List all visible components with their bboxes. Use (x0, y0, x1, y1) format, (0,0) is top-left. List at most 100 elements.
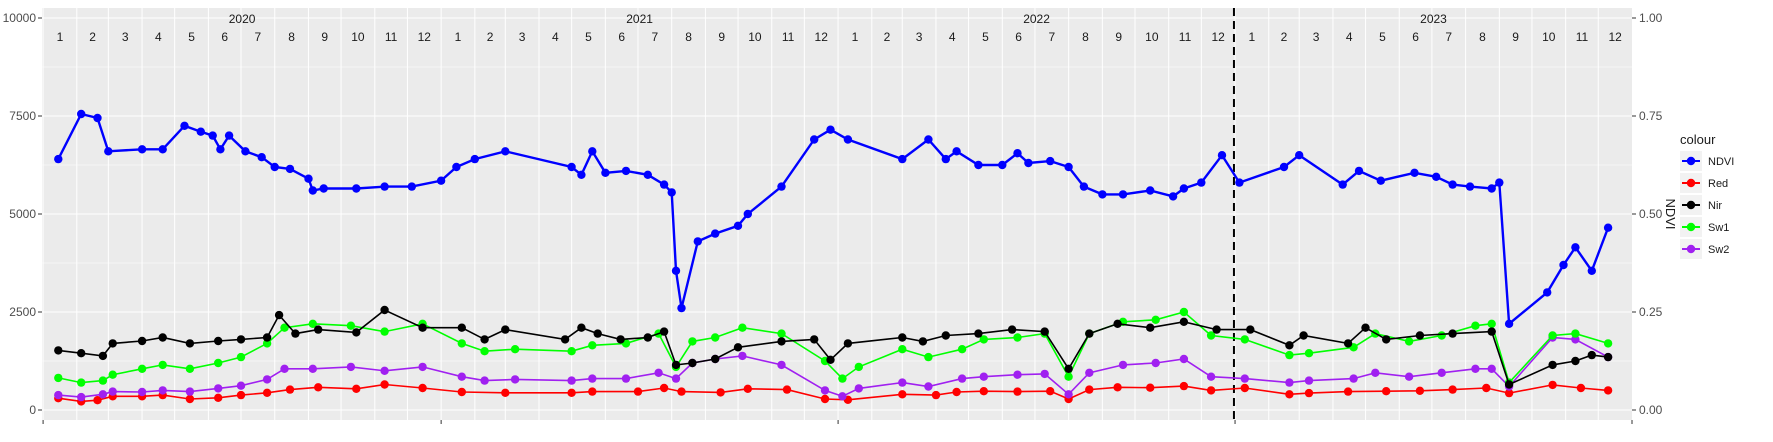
data-point-ndvi (208, 131, 217, 140)
legend-item-sw1: Sw1 (1680, 217, 1729, 237)
month-label: 6 (618, 30, 625, 44)
data-point-sw2 (457, 372, 466, 381)
data-point-red (1448, 385, 1457, 394)
month-label: 4 (552, 30, 559, 44)
data-point-ndvi (843, 135, 853, 144)
data-point-nir (214, 336, 223, 346)
data-point-nir (826, 355, 835, 364)
month-label: 1 (852, 30, 859, 44)
data-point-red (1113, 383, 1122, 392)
data-point-sw2 (957, 374, 967, 383)
data-point-nir (1587, 350, 1597, 360)
legend-item-nir: Nir (1680, 195, 1722, 215)
data-point-sw1 (1151, 315, 1160, 324)
data-point-sw2 (1285, 378, 1294, 387)
month-label: 7 (255, 30, 262, 44)
y2-tick-label: 0.25 (1639, 305, 1663, 319)
data-point-sw1 (158, 360, 167, 370)
data-point-ndvi (659, 180, 669, 189)
data-point-ndvi (671, 266, 681, 275)
data-point-sw2 (98, 390, 108, 399)
y-tick-label: 10000 (3, 11, 37, 25)
series-red (54, 380, 1613, 406)
y-tick-label: 5000 (9, 207, 36, 221)
data-point-nir (1382, 335, 1391, 344)
data-point-ndvi (693, 237, 702, 246)
data-point-nir (974, 329, 983, 338)
data-point-sw2 (1179, 354, 1189, 364)
data-point-ndvi (1487, 184, 1496, 193)
data-point-ndvi (216, 145, 225, 154)
year-strip-label: 2021 (626, 12, 653, 26)
legend-key-point (1686, 222, 1696, 232)
data-point-ndvi (501, 147, 510, 156)
data-point-sw1 (185, 364, 195, 373)
data-point-ndvi (1024, 158, 1033, 168)
data-point-nir (577, 323, 586, 332)
data-point-sw2 (924, 382, 933, 391)
data-point-sw1 (308, 319, 317, 328)
data-point-red (898, 390, 907, 399)
data-point-nir (671, 360, 681, 370)
month-label: 10 (1145, 30, 1159, 44)
data-point-nir (77, 349, 86, 358)
data-point-sw2 (1064, 390, 1073, 399)
month-label: 12 (1608, 30, 1622, 44)
data-point-red (501, 388, 510, 397)
data-point-ndvi (1559, 260, 1568, 270)
data-point-sw2 (158, 386, 167, 395)
month-label: 12 (1212, 30, 1226, 44)
data-point-sw2 (854, 384, 863, 393)
data-point-red (659, 383, 669, 393)
data-point-red (352, 384, 361, 393)
data-point-nir (54, 346, 63, 355)
data-point-ndvi (667, 188, 676, 197)
data-point-ndvi (567, 162, 576, 172)
data-point-nir (1146, 323, 1155, 332)
data-point-nir (1504, 380, 1514, 389)
data-point-ndvi (285, 164, 295, 174)
data-point-sw1 (1471, 321, 1480, 330)
data-point-sw2 (1571, 335, 1580, 344)
data-point-nir (457, 323, 466, 332)
data-point-nir (480, 335, 489, 344)
month-label: 9 (718, 30, 725, 44)
data-point-red (285, 385, 295, 394)
data-point-red (588, 387, 597, 396)
month-label: 3 (1313, 30, 1320, 44)
legend-title: colour (1680, 132, 1716, 147)
data-point-ndvi (1295, 151, 1304, 160)
data-point-sw1 (979, 335, 988, 344)
month-label: 4 (949, 30, 956, 44)
data-point-sw1 (1285, 350, 1294, 360)
data-point-red (380, 380, 389, 389)
data-point-sw1 (854, 362, 863, 372)
data-point-sw1 (1304, 349, 1314, 358)
data-point-ndvi (577, 170, 586, 179)
data-point-red (567, 388, 576, 397)
data-point-ndvi (1571, 243, 1580, 252)
data-point-sw1 (54, 373, 63, 383)
month-label: 3 (122, 30, 129, 44)
data-point-nir (1040, 327, 1049, 336)
data-point-nir (380, 305, 389, 315)
data-point-sw2 (262, 375, 272, 384)
data-point-ndvi (677, 303, 686, 313)
data-point-sw2 (1240, 374, 1250, 383)
data-point-red (1343, 387, 1353, 396)
data-point-red (677, 387, 686, 396)
data-point-ndvi (180, 121, 189, 130)
data-point-ndvi (1098, 190, 1107, 199)
data-point-ndvi (743, 209, 752, 219)
y2-tick-label: 1.00 (1639, 11, 1663, 25)
data-point-ndvi (1354, 166, 1364, 176)
series-nir (54, 305, 1613, 389)
data-point-nir (1603, 352, 1613, 362)
data-point-nir (1064, 364, 1073, 373)
data-point-nir (98, 351, 108, 361)
data-point-sw2 (1437, 368, 1446, 377)
data-point-sw1 (1487, 319, 1496, 328)
month-label: 5 (585, 30, 592, 44)
data-point-nir (1085, 329, 1094, 338)
y2-tick-label: 0.50 (1639, 207, 1663, 221)
